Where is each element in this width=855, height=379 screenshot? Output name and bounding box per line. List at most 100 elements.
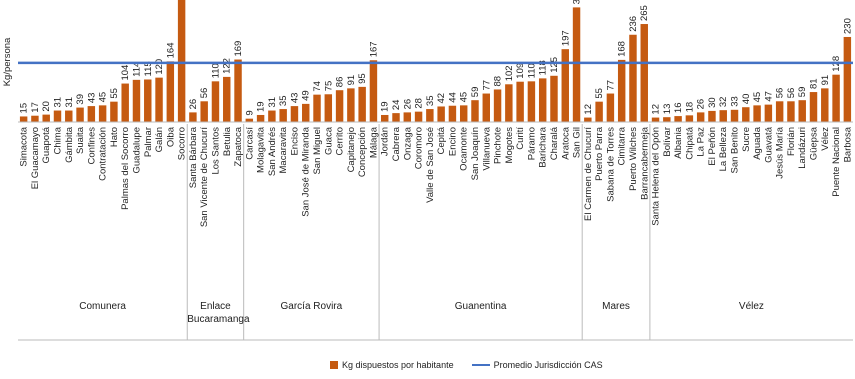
x-tick-label: Vélez [820, 127, 831, 151]
bar [268, 110, 276, 122]
x-tick-label: Florián [786, 127, 797, 156]
value-label: 115 [143, 61, 154, 76]
value-label: 13 [662, 104, 673, 115]
value-label: 77 [481, 80, 492, 91]
value-label: 31 [267, 97, 278, 108]
bar [708, 110, 716, 122]
bar [629, 34, 637, 123]
value-label: 17 [30, 102, 41, 113]
x-tick-label: Málaga [368, 126, 379, 158]
value-label: 15 [19, 103, 30, 114]
bar [426, 109, 434, 122]
bar [584, 117, 592, 122]
x-tick-label: San Joaquín [470, 127, 481, 180]
value-label: 35 [278, 95, 289, 106]
bar [685, 115, 694, 122]
x-tick-label: Bolívar [662, 127, 673, 157]
x-tick-label: Cerrito [335, 127, 346, 156]
bar [640, 24, 648, 122]
x-tick-label: Guapotá [41, 126, 52, 163]
x-tick-label: Socorro [177, 127, 188, 160]
x-tick-label: Santa Helena del Opón [651, 127, 662, 226]
x-tick-label: Jesús María [775, 126, 786, 178]
group-label: Guanentina [454, 301, 507, 312]
x-tick-label: Albania [673, 126, 684, 158]
value-label: 56 [786, 88, 797, 99]
bar [742, 107, 750, 122]
value-label: 16 [673, 103, 684, 114]
bar [31, 115, 39, 122]
value-label: 91 [820, 75, 831, 86]
value-label: 40 [741, 94, 752, 105]
bar [256, 114, 265, 122]
bar [561, 49, 569, 123]
value-label: 59 [797, 87, 808, 98]
bar [200, 101, 208, 122]
value-label: 9 [244, 110, 255, 115]
value-label: 19 [380, 101, 391, 112]
x-tick-label: Palmar [143, 127, 154, 157]
x-tick-label: El Peñón [707, 127, 718, 166]
x-tick-label: Mogotes [504, 127, 515, 164]
value-label: 43 [289, 93, 300, 104]
value-label: 230 [842, 18, 853, 34]
x-tick-label: Contratación [98, 127, 109, 181]
value-label: 31 [64, 97, 75, 108]
bar [482, 93, 491, 122]
value-label: 18 [684, 102, 695, 113]
value-label: 118 [538, 60, 549, 75]
x-tick-label: La Paz [696, 127, 707, 157]
bar [324, 94, 333, 122]
value-label: 169 [233, 41, 244, 57]
bar [674, 116, 682, 122]
bar [505, 84, 513, 122]
value-label: 26 [696, 99, 707, 110]
x-tick-label: Valle de San José [425, 127, 436, 203]
value-label: 45 [98, 92, 109, 103]
x-tick-label: San Benito [730, 127, 741, 173]
value-label: 45 [459, 92, 470, 103]
x-tick-label: Oiba [165, 126, 176, 147]
x-tick-label: Capitanejo [346, 127, 357, 172]
x-tick-label: Chima [52, 126, 63, 154]
x-tick-label: Barrancabermeja [639, 126, 650, 200]
x-tick-label: Los Santos [210, 127, 221, 175]
x-tick-label: Jordán [380, 127, 391, 156]
value-label: 104 [120, 65, 131, 81]
x-tick-label: Puerto Parra [594, 126, 605, 181]
group-label: Enlace Bucaramanga [187, 301, 250, 325]
value-label: 26 [188, 99, 199, 110]
bar [606, 93, 615, 122]
x-tick-label: Gámbita [64, 126, 75, 163]
bar [437, 106, 445, 122]
x-tick-label: Santa Bárbara [188, 126, 199, 188]
value-label: 12 [651, 104, 662, 115]
bar [764, 104, 773, 122]
x-tick-label: Landázuri [797, 127, 808, 169]
value-label: 265 [639, 5, 650, 21]
bar [155, 77, 163, 122]
value-label: 125 [549, 57, 560, 73]
value-label: 55 [594, 88, 605, 99]
y-axis-label: Kg/persona [2, 37, 13, 86]
x-tick-label: Barichara [538, 126, 549, 167]
x-tick-label: Puente Nacional [831, 127, 842, 197]
bar [369, 60, 378, 122]
value-label: 32 [718, 97, 729, 108]
bar [358, 86, 366, 122]
x-tick-label: Suaita [75, 126, 86, 154]
value-label: 19 [256, 101, 267, 112]
x-tick-label: Enciso [289, 127, 300, 156]
x-tick-label: Pinchote [493, 127, 504, 164]
value-label: 110 [526, 63, 537, 78]
bar [572, 7, 581, 123]
value-label: 31 [52, 97, 63, 108]
bar [42, 114, 50, 122]
x-tick-label: Cepitá [436, 126, 447, 154]
bar [719, 110, 727, 122]
x-tick-label: San Miguel [312, 127, 323, 175]
bar [290, 106, 299, 122]
bar [538, 78, 547, 122]
bar [493, 89, 502, 122]
x-tick-label: San Andrés [267, 127, 278, 176]
